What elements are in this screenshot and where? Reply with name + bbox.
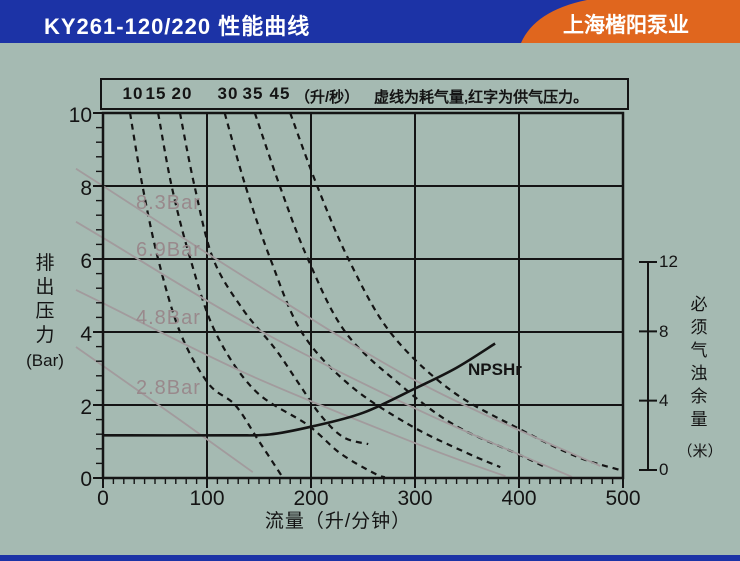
y-right-tick-label: 0	[659, 460, 669, 479]
x-tick-label: 200	[293, 487, 329, 510]
supply-pressure-label: 2.8Bar	[136, 377, 201, 399]
curve-air-35	[253, 112, 546, 469]
curve-air-10	[128, 112, 283, 477]
y-left-tick-label: 4	[80, 323, 92, 346]
legend-flow-value: 45	[269, 84, 291, 103]
y-left-axis-title: 排出压力	[35, 253, 55, 346]
y-left-tick-label: 2	[80, 396, 92, 419]
x-axis-title: 流量（升/分钟）	[264, 511, 412, 532]
supply-pressure-label: 4.8Bar	[136, 307, 201, 329]
supply-pressure-label: 8.3Bar	[136, 192, 201, 214]
npshr-curve-label: NPSHr	[468, 360, 522, 379]
brand-name: 上海楷阳泵业	[563, 14, 689, 37]
legend-flow-unit: （升/秒）	[295, 89, 360, 106]
legend-box: 10 15 20 30 35 45 （升/秒） 虚线为耗气量,红字为供气压力。	[100, 78, 629, 110]
y-left-tick-label: 10	[68, 104, 92, 127]
y-right-tick-label: 8	[659, 322, 669, 341]
legend-note: 虚线为耗气量,红字为供气压力。	[374, 89, 589, 106]
curve-air-20	[178, 112, 369, 446]
legend-flow-value: 30	[217, 84, 239, 103]
curve-air-15	[157, 112, 386, 479]
y-left-tick-label: 0	[80, 468, 92, 491]
curve-air-45	[289, 112, 621, 472]
x-tick-label: 500	[605, 487, 641, 510]
y-right-tick-label: 12	[659, 252, 678, 271]
y-right-axis-unit: （米）	[677, 443, 723, 460]
y-left-tick-label: 8	[80, 177, 92, 200]
y-left-axis-unit: (Bar)	[26, 351, 64, 370]
x-tick-label: 300	[397, 487, 433, 510]
curve-air-30	[223, 112, 501, 469]
curve-supply-2.8	[75, 346, 254, 473]
legend-flow-value: 20	[171, 84, 193, 103]
x-tick-label: 400	[501, 487, 537, 510]
y-right-tick-label: 4	[659, 391, 669, 410]
legend-flow-value: 10	[122, 84, 144, 103]
y-right-axis-title: 必须气浊余量	[690, 295, 708, 429]
page-title: KY261-120/220 性能曲线	[44, 14, 311, 39]
legend-flow-value: 15	[145, 84, 167, 103]
supply-pressure-label: 6.9Bar	[136, 239, 201, 261]
x-tick-label: 0	[97, 487, 109, 510]
curve-npshr	[102, 342, 496, 437]
brand-swoosh-shape	[521, 0, 740, 43]
footer-bar	[0, 555, 740, 561]
legend-flow-value: 35	[242, 84, 264, 103]
x-tick-label: 100	[189, 487, 225, 510]
y-left-tick-label: 6	[80, 250, 92, 273]
